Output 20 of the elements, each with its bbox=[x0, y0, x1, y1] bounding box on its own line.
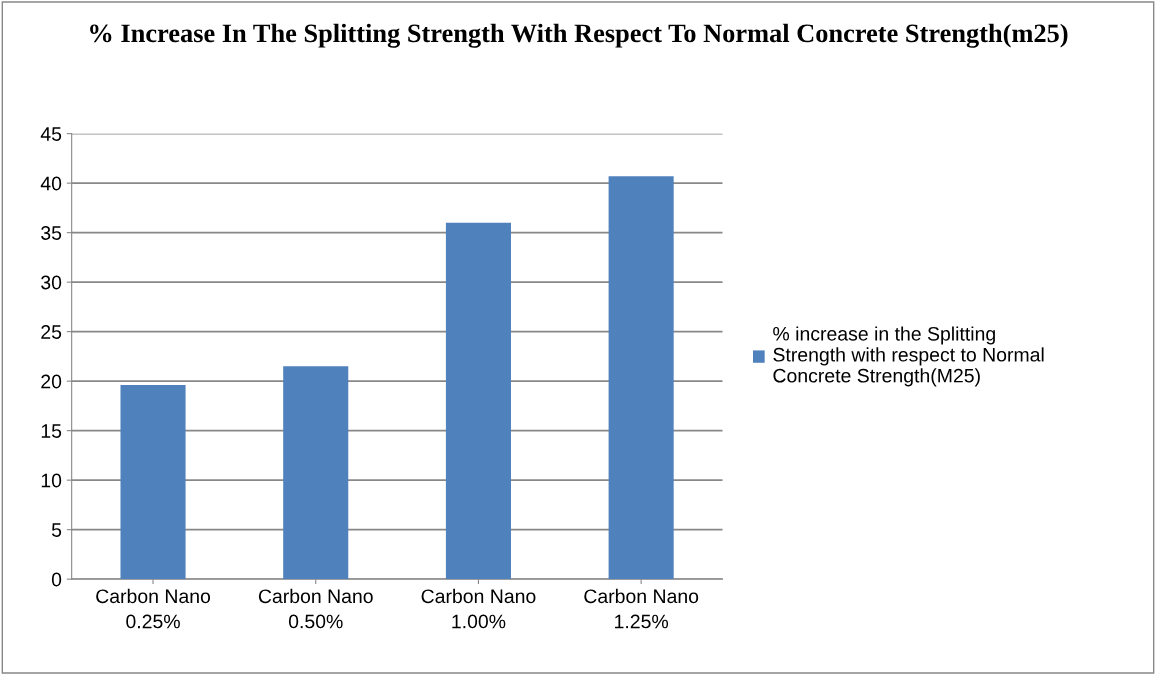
y-tick-label: 20 bbox=[41, 374, 62, 389]
y-tick-label: 40 bbox=[40, 176, 62, 191]
x-tick-label: Carbon Nano 0.25% bbox=[96, 588, 211, 629]
y-tick-label: 10 bbox=[41, 473, 62, 488]
y-tick-label: 15 bbox=[41, 424, 62, 438]
bar bbox=[445, 222, 511, 580]
y-tick-label: 30 bbox=[41, 275, 62, 290]
x-tick-label: Carbon Nano 1.00% bbox=[421, 588, 536, 629]
bar bbox=[120, 385, 186, 580]
x-tick-label: Carbon Nano 0.50% bbox=[258, 588, 373, 629]
x-tick-label: Carbon Nano 1.25% bbox=[584, 588, 699, 629]
bar bbox=[283, 366, 349, 580]
bar bbox=[608, 176, 674, 580]
y-tick-label: 45 bbox=[40, 127, 62, 141]
y-tick-label: 5 bbox=[51, 523, 62, 537]
chart-title: % Increase In The Splitting Strength With Respect To Normal Concrete Strength(m25) bbox=[90, 23, 1068, 48]
y-tick-label: 25 bbox=[41, 325, 62, 339]
legend-label: % increase in the Splitting Strength with respect to Normal Concrete Strength(M25) bbox=[773, 326, 1044, 387]
y-tick-label: 35 bbox=[41, 226, 62, 240]
y-tick-label: 0 bbox=[51, 572, 62, 587]
